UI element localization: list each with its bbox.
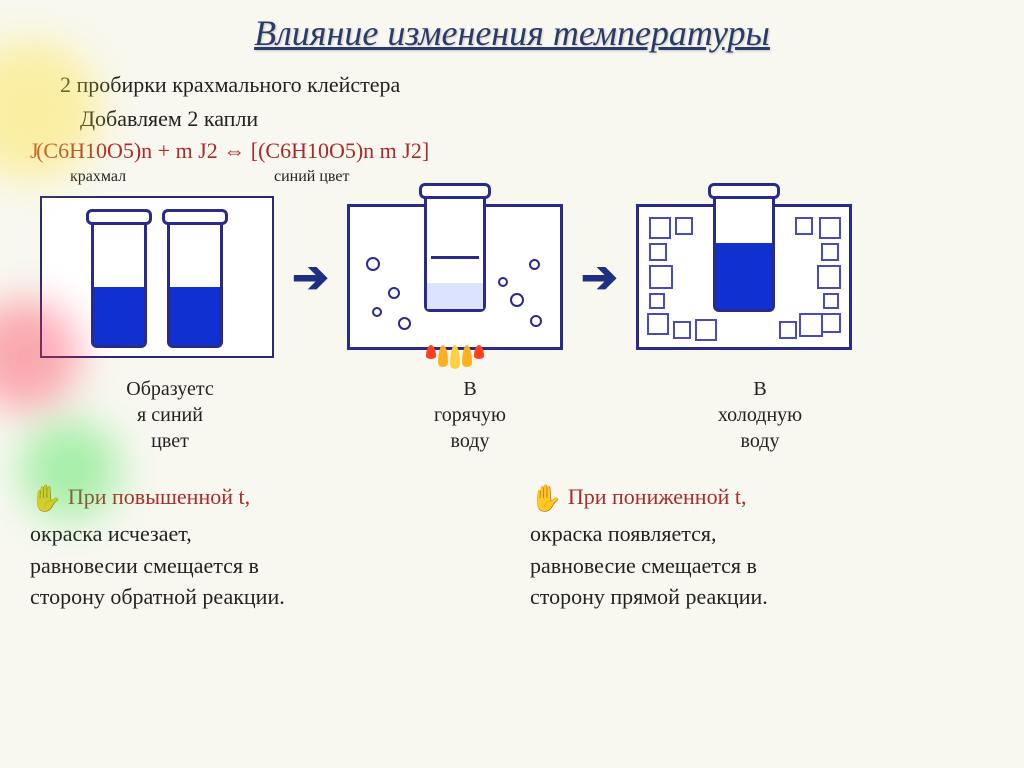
hot-tube-level-line (431, 256, 479, 259)
tube-1-fill (94, 287, 144, 346)
cold-water-bath (636, 204, 852, 350)
formula-text: (C6H10O5)n + m J2 ⇔ [(C6H10O5)n m J2] (36, 138, 429, 163)
cold-tube (713, 189, 775, 312)
page-title: Влияние изменения температуры (0, 0, 1024, 54)
caption-cold-water: В холодную воду (620, 376, 900, 454)
hot-tube (424, 189, 486, 312)
arrow-icon-1: ➔ (292, 252, 329, 303)
arrow-icon-2: ➔ (581, 252, 618, 303)
test-tube-2 (167, 215, 223, 348)
chemical-formula: J (C6H10O5)n + m J2 ⇔ [(C6H10O5)n m J2] (30, 138, 1024, 164)
label-starch: крахмал (70, 168, 270, 186)
diagram-row: ➔ ➔ (40, 196, 1024, 358)
conclusion-low-temp: ✋ При пониженной t, окраска появляется, … (530, 480, 970, 613)
conclusions-row: ✋ При повышенной t, окраска исчезает, ра… (30, 480, 1024, 613)
low-temp-lead: При пониженной t, (568, 484, 747, 509)
hot-water-bath (347, 204, 563, 350)
cold-tube-fill (716, 243, 772, 309)
flame-icon (420, 345, 490, 369)
tube-2-fill (170, 287, 220, 346)
test-tube-1 (91, 215, 147, 348)
intro-line-1: 2 пробирки крахмального клейстера (60, 72, 1024, 98)
substance-labels: крахмал синий цвет (70, 168, 1024, 186)
hand-icon-2: ✋ (530, 480, 562, 518)
caption-hot-water: В горячую воду (330, 376, 610, 454)
hot-tube-fill (427, 283, 483, 309)
diagram-captions: Образуетс я синий цвет В горячую воду В … (50, 376, 1024, 454)
intro-line-2: Добавляем 2 капли (80, 106, 1024, 132)
